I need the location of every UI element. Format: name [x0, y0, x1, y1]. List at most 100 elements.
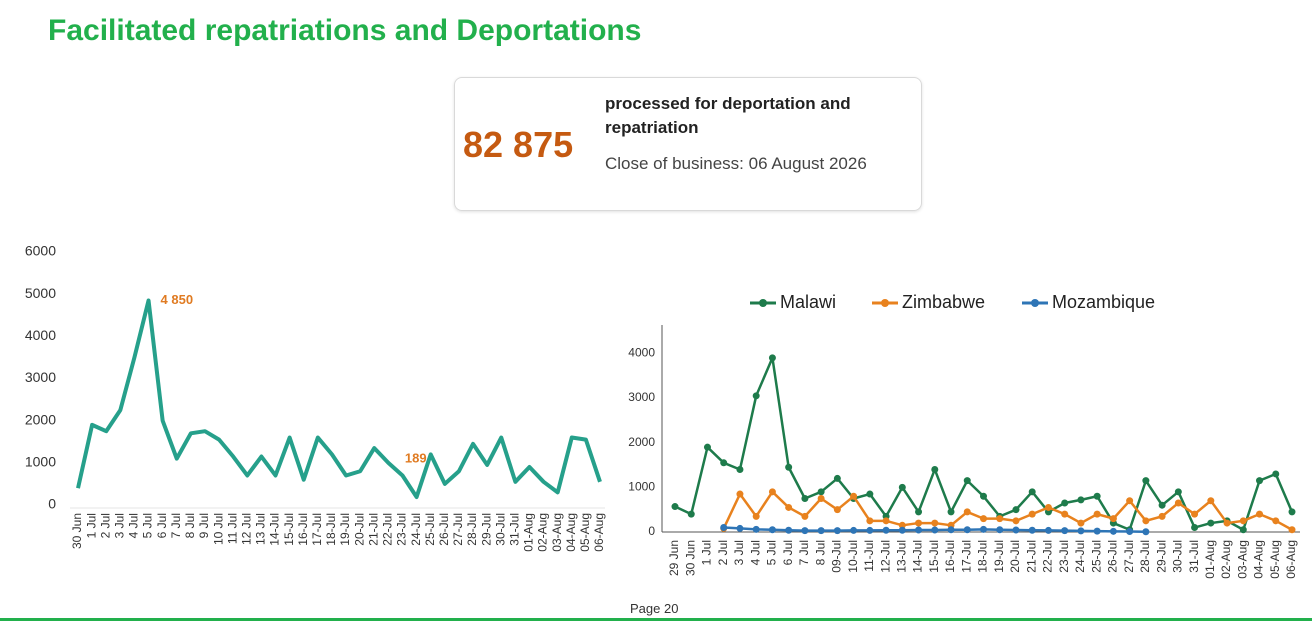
- point: [915, 519, 923, 527]
- x-tick-label: 01-Aug: [1203, 540, 1217, 579]
- legend-label: Malawi: [780, 292, 836, 312]
- point: [1028, 526, 1036, 534]
- point: [785, 463, 793, 471]
- kpi-card: 82 875 processed for deportation and rep…: [454, 77, 922, 211]
- point: [752, 512, 760, 520]
- x-tick-label: 10 Jul: [211, 513, 225, 545]
- point: [1174, 499, 1182, 507]
- x-tick-label: 3 Jul: [112, 513, 126, 538]
- x-tick-label: 12 Jul: [239, 513, 253, 545]
- point: [1077, 496, 1085, 504]
- point: [1093, 527, 1101, 535]
- x-tick-label: 29-Jul: [1154, 540, 1168, 573]
- value-label: 189: [405, 450, 427, 465]
- x-tick-label: 9 Jul: [197, 513, 211, 538]
- x-tick-label: 11-Jul: [862, 540, 876, 572]
- point: [1028, 488, 1036, 496]
- point: [1044, 503, 1052, 511]
- x-tick-label: 14-Jul: [268, 513, 282, 546]
- point: [866, 517, 874, 525]
- y-tick-label: 1000: [628, 480, 655, 494]
- x-tick-label: 4 Jul: [748, 540, 762, 565]
- point: [1207, 497, 1215, 505]
- point: [1272, 470, 1280, 478]
- x-tick-label: 8 Jul: [813, 540, 827, 565]
- x-tick-label: 23-Jul: [1057, 540, 1071, 573]
- point: [963, 508, 971, 516]
- point: [1288, 508, 1296, 516]
- x-tick-label: 6 Jul: [781, 540, 795, 565]
- point: [1239, 517, 1247, 525]
- point: [980, 525, 987, 533]
- footer-bar: [0, 618, 1312, 621]
- x-tick-label: 5 Jul: [141, 513, 155, 538]
- x-tick-label: 12-Jul: [878, 540, 892, 573]
- legend-marker: [1031, 299, 1039, 307]
- point: [931, 526, 939, 534]
- series-line: [722, 490, 1293, 531]
- point: [1223, 519, 1231, 527]
- page-number: Page 20: [630, 601, 679, 616]
- x-tick-label: 29-Jul: [479, 513, 493, 546]
- point: [947, 508, 955, 516]
- x-tick-label: 21-Jul: [366, 513, 380, 546]
- point: [1158, 501, 1166, 509]
- point: [1093, 510, 1101, 518]
- x-tick-label: 5 Jul: [765, 540, 779, 565]
- series-line: [76, 298, 602, 500]
- x-tick-label: 25-Jul: [423, 513, 437, 546]
- legend-label: Zimbabwe: [902, 292, 985, 312]
- page-title: Facilitated repatriations and Deportatio…: [48, 14, 642, 47]
- point: [671, 503, 679, 511]
- point: [898, 483, 906, 491]
- legend-label: Mozambique: [1052, 292, 1155, 312]
- x-tick-label: 23-Jul: [395, 513, 409, 546]
- x-tick-label: 01-Aug: [522, 513, 536, 552]
- point: [768, 488, 776, 496]
- point: [801, 512, 809, 520]
- point: [996, 515, 1004, 523]
- x-tick-label: 2 Jul: [98, 513, 112, 538]
- point: [915, 508, 923, 516]
- x-tick-label: 29 Jun: [667, 540, 681, 576]
- x-tick-label: 6 Jul: [155, 513, 169, 538]
- point: [963, 477, 971, 485]
- y-tick-label: 2000: [25, 411, 56, 427]
- x-tick-label: 31-Jul: [508, 513, 522, 546]
- x-tick-label: 05-Aug: [578, 513, 592, 552]
- point: [1142, 528, 1150, 536]
- x-tick-label: 02-Aug: [536, 513, 550, 552]
- point: [801, 527, 809, 535]
- point: [980, 515, 987, 523]
- point: [752, 392, 760, 400]
- y-tick-label: 0: [648, 524, 655, 538]
- point: [1174, 488, 1182, 496]
- kpi-label: processed for deportation and repatriati…: [605, 94, 851, 137]
- x-tick-label: 2 Jul: [716, 540, 730, 565]
- point: [1158, 512, 1166, 520]
- point: [850, 492, 858, 500]
- point: [752, 525, 760, 533]
- point: [1142, 517, 1150, 525]
- point: [915, 526, 923, 534]
- point: [882, 517, 890, 525]
- x-tick-label: 24-Jul: [409, 513, 423, 546]
- x-tick-label: 30 Jun: [683, 540, 697, 576]
- point: [833, 527, 841, 535]
- point: [720, 459, 728, 467]
- point: [1077, 519, 1085, 527]
- point: [833, 506, 841, 514]
- point: [736, 490, 744, 498]
- point: [1288, 526, 1296, 534]
- x-tick-label: 27-Jul: [451, 513, 465, 546]
- x-tick-label: 13 Jul: [254, 513, 268, 545]
- x-tick-label: 26-Jul: [1106, 540, 1120, 573]
- point: [1256, 477, 1264, 485]
- x-tick-label: 03-Aug: [1235, 540, 1249, 579]
- y-tick-label: 5000: [25, 285, 56, 301]
- value-label: 4 850: [161, 292, 194, 307]
- point: [736, 524, 744, 532]
- point: [817, 488, 825, 496]
- point: [996, 526, 1004, 534]
